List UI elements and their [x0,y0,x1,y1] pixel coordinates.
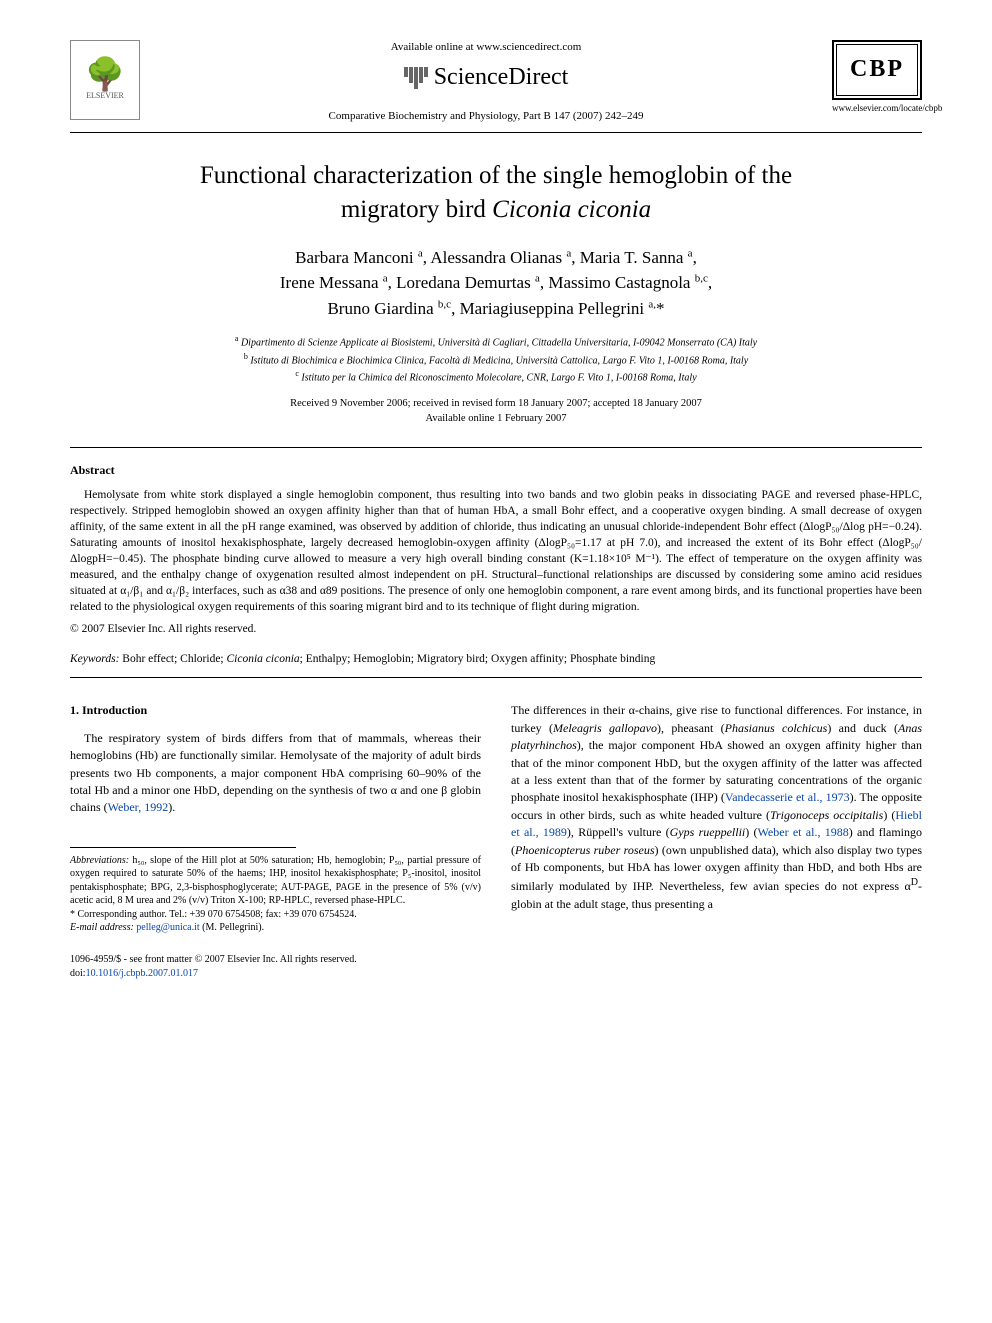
page-container: 🌳 ELSEVIER Available online at www.scien… [0,0,992,1011]
column-left: 1. Introduction The respiratory system o… [70,702,481,980]
article-dates: Received 9 November 2006; received in re… [70,397,922,426]
elsevier-tree-icon: 🌳 [85,58,125,90]
col1-after: ). [168,800,175,814]
keywords-label: Keywords: [70,653,122,665]
authors-list: Barbara Manconi a, Alessandra Olianas a,… [70,245,922,322]
abstract-top-rule [70,447,922,448]
header-row: 🌳 ELSEVIER Available online at www.scien… [70,40,922,124]
title-line2-pre: migratory bird [341,196,492,223]
sciencedirect-logo: ScienceDirect [150,61,822,95]
affiliations-list: a Dipartimento di Scienze Applicate ai B… [70,333,922,385]
ref-weber-1988[interactable]: Weber et al., 1988 [758,825,849,839]
column-right: The differences in their α-chains, give … [511,702,922,980]
keywords-text: Bohr effect; Chloride; Ciconia ciconia; … [122,653,655,665]
elsevier-logo: 🌳 ELSEVIER [70,40,140,120]
dates-online: Available online 1 February 2007 [426,413,567,424]
doi-line: doi:10.1016/j.cbpb.2007.01.017 [70,967,481,981]
col2-para: The differences in their α-chains, give … [511,702,922,913]
cbp-logo-block: CBP www.elsevier.com/locate/cbpb [832,40,922,114]
affiliation-line: b Istituto di Biochimica e Biochimica Cl… [70,351,922,368]
issn-line: 1096-4959/$ - see front matter © 2007 El… [70,953,481,967]
sd-label: ScienceDirect [434,61,569,95]
bottom-meta: 1096-4959/$ - see front matter © 2007 El… [70,953,481,981]
center-header: Available online at www.sciencedirect.co… [140,40,832,124]
email-link[interactable]: pelleg@unica.it [136,922,199,933]
abstract-bottom-rule [70,677,922,678]
title-line1: Functional characterization of the singl… [200,162,792,189]
footnote-separator [70,847,296,848]
email-label: E-mail address: [70,922,136,933]
cbp-box: CBP [832,40,922,100]
keywords-line: Keywords: Bohr effect; Chloride; Ciconia… [70,651,922,667]
intro-heading: 1. Introduction [70,702,481,719]
cbp-url: www.elsevier.com/locate/cbpb [832,102,922,115]
affiliation-line: c Istituto per la Chimica del Riconoscim… [70,368,922,385]
dates-received: Received 9 November 2006; received in re… [290,398,702,409]
intro-para-1: The respiratory system of birds differs … [70,730,481,817]
sd-bars-icon [404,67,428,89]
article-title: Functional characterization of the singl… [70,159,922,227]
affiliation-line: a Dipartimento di Scienze Applicate ai B… [70,333,922,350]
abstract-heading: Abstract [70,462,922,479]
header-divider [70,132,922,133]
abbrev-text: h₅₀, slope of the Hill plot at 50% satur… [70,855,481,907]
body-columns: 1. Introduction The respiratory system o… [70,702,922,980]
ref-weber-1992[interactable]: Weber, 1992 [108,800,169,814]
corr-text: Tel.: +39 070 6754508; fax: +39 070 6754… [169,909,357,920]
abstract-copyright: © 2007 Elsevier Inc. All rights reserved… [70,621,922,637]
email-after: (M. Pellegrini). [200,922,264,933]
elsevier-label: ELSEVIER [86,90,124,101]
doi-prefix: doi: [70,968,86,979]
footnotes-block: Abbreviations: h₅₀, slope of the Hill pl… [70,854,481,935]
doi-link[interactable]: 10.1016/j.cbpb.2007.01.017 [86,968,199,979]
corr-label: * Corresponding author. [70,909,169,920]
journal-reference: Comparative Biochemistry and Physiology,… [150,109,822,124]
title-species: Ciconia ciconia [492,196,651,223]
footnote-abbrev: Abbreviations: h₅₀, slope of the Hill pl… [70,854,481,908]
ref-vandecasserie-1973[interactable]: Vandecasserie et al., 1973 [725,790,850,804]
footnote-correspondence: * Corresponding author. Tel.: +39 070 67… [70,908,481,922]
available-online-text: Available online at www.sciencedirect.co… [150,40,822,55]
abstract-body: Hemolysate from white stork displayed a … [70,487,922,616]
cbp-label: CBP [836,44,918,96]
abbrev-label: Abbreviations: [70,855,132,866]
footnote-email: E-mail address: pelleg@unica.it (M. Pell… [70,921,481,935]
